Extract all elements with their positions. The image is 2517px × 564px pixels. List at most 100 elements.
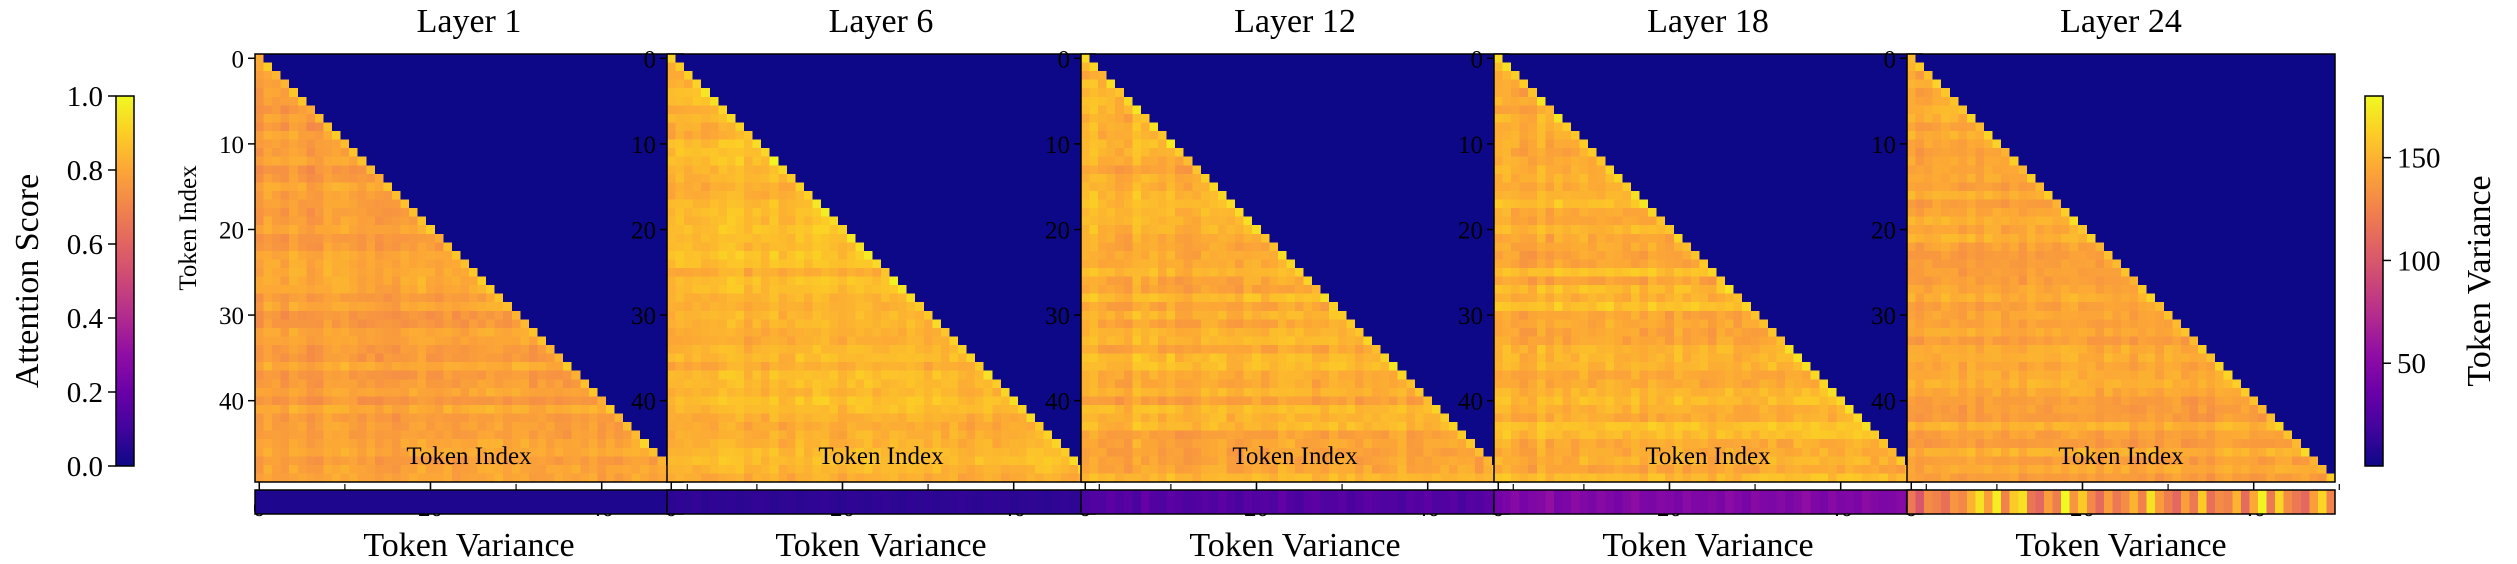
heatmap-cell [289,62,299,72]
heatmap-cell [340,345,350,355]
heatmap-cell [554,131,564,141]
heatmap-cell [1069,250,1079,261]
heatmap-cell [306,285,316,295]
heatmap-cell [795,165,805,175]
heatmap-cell [923,396,933,406]
heatmap-cell [623,370,633,380]
heatmap-cell [872,165,882,175]
heatmap-cell [821,71,831,81]
heatmap-cell [872,250,882,261]
heatmap-cell [1052,250,1062,261]
heatmap-cell [803,79,814,89]
heatmap-cell [340,139,350,149]
heatmap-cell [949,113,959,124]
heatmap-cell [614,79,624,89]
heatmap-cell [332,250,342,261]
heatmap-cell [992,216,1002,226]
heatmap-cell [692,439,702,449]
heatmap-cell [563,113,573,124]
heatmap-cell [357,327,367,338]
heatmap-cell [1060,96,1070,106]
heatmap-cell [898,268,908,278]
heatmap-cell [280,473,290,483]
heatmap-cell [692,276,702,286]
heatmap-cell [932,216,942,226]
heatmap-cell [726,139,737,149]
heatmap-cell [383,473,393,483]
heatmap-cell [838,430,848,440]
heatmap-cell [357,96,367,106]
heatmap-cell [563,327,573,338]
heatmap-cell [863,62,874,72]
heatmap-cell [614,430,624,440]
heatmap-cell [1009,156,1019,166]
heatmap-cell [872,319,882,329]
heatmap-cell [958,233,968,243]
heatmap-cell [426,148,436,158]
heatmap-cell [297,285,307,295]
heatmap-cell [528,173,539,183]
heatmap-cell [280,62,290,72]
heatmap-cell [426,122,436,132]
heatmap-cell [846,370,856,380]
heatmap-cell [623,131,633,141]
heatmap-cell [701,113,711,124]
heatmap-cell [451,199,462,209]
heatmap-cell [374,156,384,166]
heatmap-cell [554,96,564,106]
heatmap-cell [417,148,427,158]
heatmap-cell [718,362,728,372]
heatmap-cell [623,336,633,346]
heatmap-cell [872,105,882,115]
heatmap-cell [821,199,831,209]
heatmap-cell [657,327,667,338]
heatmap-cell [588,190,598,201]
heatmap-cell [898,113,908,124]
heatmap-cell [332,439,342,449]
variance-cell [563,490,573,514]
heatmap-cell [460,327,470,338]
heatmap-cell [692,250,702,261]
heatmap-cell [563,447,573,457]
heatmap-cell [280,464,290,475]
heatmap-cell [881,139,891,149]
heatmap-cell [726,387,737,397]
heatmap-cell [992,96,1002,106]
heatmap-cell [648,131,658,141]
heatmap-cell [391,122,402,132]
heatmap-cell [528,293,539,303]
heatmap-cell [949,79,959,89]
heatmap-cell [855,62,865,72]
heatmap-cell [1009,199,1019,209]
heatmap-cell [752,302,762,312]
heatmap-cell [486,182,496,192]
heatmap-cell [605,225,616,235]
heatmap-cell [289,54,299,64]
heatmap-cell [434,319,444,329]
heatmap-cell [881,242,891,252]
heatmap-cell [898,182,908,192]
heatmap-cell [383,379,393,389]
heatmap-cell [803,336,814,346]
heatmap-cell [932,131,942,141]
heatmap-cell [744,293,754,303]
heatmap-cell [855,165,865,175]
heatmap-cell [400,464,410,475]
heatmap-cell [588,242,598,252]
heatmap-cell [520,327,530,338]
heatmap-cell [1043,182,1053,192]
heatmap-cell [597,225,607,235]
heatmap-cell [391,165,402,175]
heatmap-cell [614,71,624,81]
heatmap-cell [571,404,581,415]
heatmap-cell [966,413,976,423]
heatmap-cell [1009,139,1019,149]
heatmap-cell [821,165,831,175]
heatmap-cell [821,216,831,226]
heatmap-cell [744,216,754,226]
heatmap-cell [863,379,874,389]
heatmap-cell [898,242,908,252]
heatmap-cell [332,225,342,235]
heatmap-cell [906,242,916,252]
heatmap-cell [571,464,581,475]
